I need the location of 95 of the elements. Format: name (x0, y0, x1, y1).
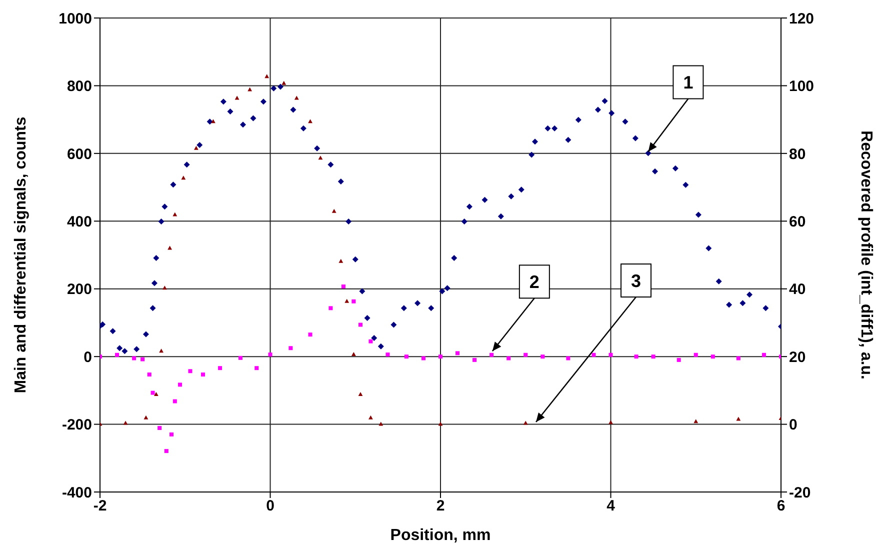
point (288, 346, 293, 350)
point (132, 356, 136, 360)
point (736, 356, 740, 360)
point (172, 399, 177, 404)
point (238, 356, 242, 360)
y2-tick-label: 0 (789, 416, 798, 434)
y-tick-label: 400 (66, 213, 92, 230)
point (634, 354, 638, 359)
point (506, 356, 511, 360)
y-tick-label: -400 (62, 484, 92, 502)
point (694, 419, 698, 424)
y2-tick-label: 120 (789, 10, 814, 28)
point (158, 426, 162, 430)
x-tick-label: 2 (436, 498, 445, 515)
point (308, 119, 312, 124)
y2-axis-title: Recovered profile (int_diff1), a.u. (857, 130, 874, 380)
point (211, 119, 216, 124)
point (282, 80, 286, 85)
point (328, 306, 333, 310)
point (352, 299, 356, 304)
y2-tick-label: 20 (789, 348, 806, 366)
point (566, 356, 570, 360)
point (368, 415, 373, 420)
point (150, 390, 155, 395)
point (456, 351, 460, 356)
x-axis-title: Position, mm (390, 527, 491, 544)
y-tick-label: 1000 (58, 10, 92, 28)
point (170, 432, 174, 436)
point (218, 366, 222, 370)
y2-tick-label: 40 (789, 281, 806, 298)
point (608, 352, 613, 357)
y-axis-title: Main and differential signals, counts (12, 116, 30, 394)
point (318, 156, 323, 160)
point (162, 286, 167, 290)
point (140, 357, 145, 362)
point (332, 208, 336, 213)
y-tick-label: 200 (66, 281, 92, 298)
point (710, 354, 715, 359)
y2-tick-label: 100 (789, 78, 814, 96)
point (540, 354, 545, 359)
x-tick-label: 4 (606, 498, 616, 515)
point (264, 74, 270, 78)
point (358, 322, 362, 327)
point (115, 352, 120, 357)
point (194, 146, 198, 150)
point (404, 354, 408, 359)
point (344, 298, 350, 303)
x-tick-label: 6 (776, 498, 786, 515)
point (351, 352, 356, 356)
point (694, 352, 698, 357)
y2-tick-label: 60 (789, 213, 806, 230)
point (248, 87, 252, 92)
point (178, 382, 182, 387)
point (341, 284, 346, 288)
y2-tick-label: 80 (789, 146, 806, 163)
point (358, 392, 363, 396)
point (523, 420, 528, 425)
annotation: 3 (630, 271, 642, 291)
point (676, 358, 681, 362)
y-tick-label: 600 (66, 146, 92, 163)
point (608, 420, 613, 424)
y2-tick-label: -20 (789, 484, 811, 502)
point (386, 352, 390, 357)
point (338, 258, 344, 263)
point (421, 356, 426, 360)
point (123, 420, 128, 425)
point (154, 392, 158, 396)
point (762, 352, 766, 357)
y-tick-label: 0 (84, 348, 92, 366)
point (159, 348, 164, 353)
point (472, 358, 477, 362)
point (438, 422, 443, 426)
point (164, 449, 168, 454)
point (188, 369, 192, 374)
point (524, 352, 528, 357)
point (147, 372, 152, 377)
y-tick-label: -200 (62, 416, 92, 434)
x-tick-label: -2 (93, 498, 107, 515)
point (181, 176, 186, 180)
x-tick-label: 0 (266, 498, 274, 515)
y-tick-label: 800 (66, 78, 92, 96)
point (651, 354, 656, 359)
point (254, 366, 259, 370)
annotation: 2 (529, 272, 540, 292)
annotation: 1 (683, 72, 694, 93)
point (368, 339, 373, 344)
point (268, 352, 272, 357)
point (172, 212, 178, 216)
point (201, 372, 205, 377)
point (144, 415, 148, 420)
point (438, 354, 442, 359)
point (592, 352, 596, 357)
point (378, 422, 384, 426)
point (490, 352, 494, 357)
point (308, 332, 312, 337)
